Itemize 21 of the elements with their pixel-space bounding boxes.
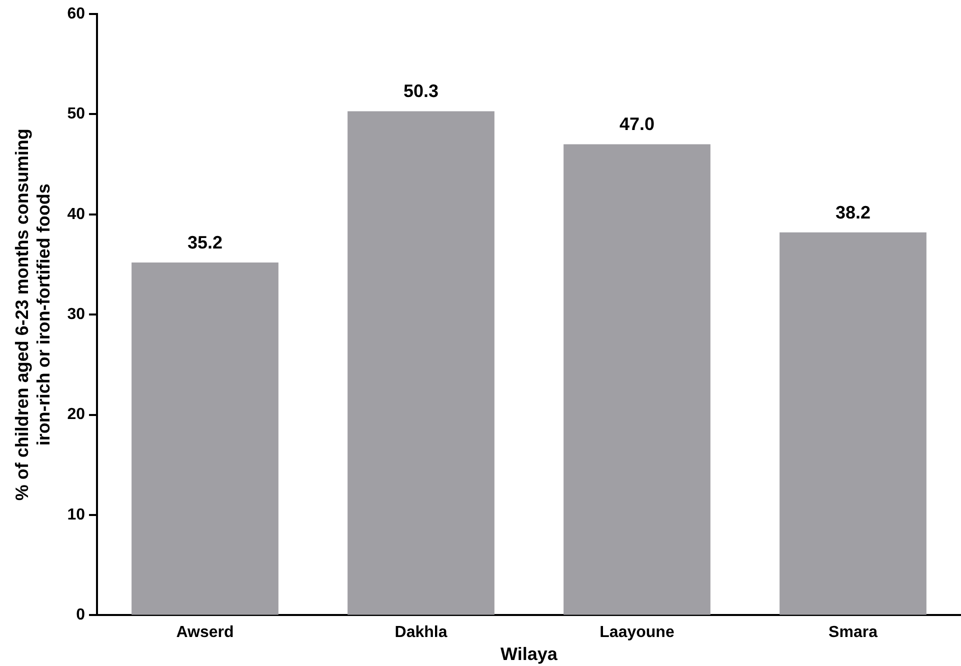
y-tick-label: 40 bbox=[67, 206, 86, 223]
data-label: 35.2 bbox=[187, 232, 223, 252]
data-label: 47.0 bbox=[619, 114, 655, 134]
bar bbox=[780, 232, 926, 615]
y-tick-label: 50 bbox=[67, 106, 86, 123]
x-axis-title: Wilaya bbox=[500, 644, 558, 664]
x-tick-label: Dakhla bbox=[394, 624, 448, 642]
bar bbox=[564, 144, 710, 615]
y-tick-label: 20 bbox=[67, 406, 86, 424]
y-tick-label: 10 bbox=[67, 506, 86, 524]
x-tick-label: Awserd bbox=[176, 624, 234, 642]
y-tick-label: 60 bbox=[67, 5, 86, 22]
y-axis-title: % of children aged 6-23 months consuming iron-rich or iron-fortified foods bbox=[12, 128, 54, 501]
data-label: 50.3 bbox=[403, 81, 439, 102]
bar bbox=[348, 111, 494, 615]
data-label: 38.2 bbox=[835, 202, 871, 222]
x-tick-label: Smara bbox=[828, 624, 878, 642]
y-tick-label: 0 bbox=[76, 606, 86, 624]
x-tick-label: Laayoune bbox=[600, 624, 674, 642]
bar bbox=[132, 262, 278, 615]
y-tick-label: 30 bbox=[67, 306, 86, 324]
